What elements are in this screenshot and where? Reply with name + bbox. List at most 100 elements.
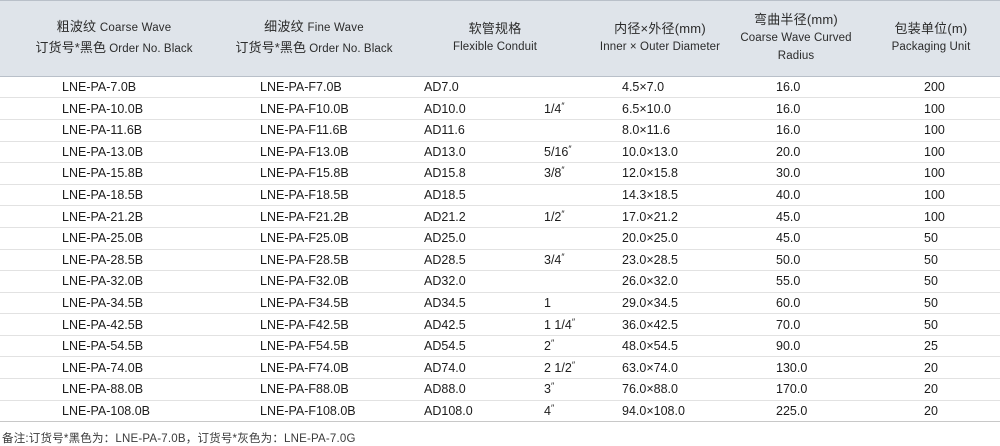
cell-curved-radius: 45.0	[730, 205, 862, 228]
cell-conduit-inch-size-value: 2 1/2″	[544, 359, 575, 375]
cell-curved-radius: 90.0	[730, 335, 862, 358]
cell-curved-radius-value: 90.0	[776, 339, 801, 354]
cell-conduit-inch-size-value: 4″	[544, 402, 554, 418]
cell-flexible-conduit: AD11.6	[400, 119, 470, 142]
cell-coarse-wave-order-no-value: LNE-PA-21.2B	[62, 209, 144, 224]
cell-conduit-inch-size-value	[470, 80, 590, 94]
cell-curved-radius-value: 16.0	[776, 101, 801, 116]
cell-curved-radius: 30.0	[730, 162, 862, 185]
header-coarse-line1: 粗波纹 Coarse Wave	[56, 19, 172, 35]
cell-inner-outer-diameter: 20.0×25.0	[590, 227, 730, 250]
cell-fine-wave-order-no: LNE-PA-F32.0B	[228, 270, 400, 293]
cell-packaging-unit: 50	[862, 249, 1000, 272]
cell-packaging-unit: 100	[862, 184, 1000, 207]
cell-conduit-inch-size-value	[470, 123, 590, 137]
cell-flexible-conduit-value: AD88.0	[424, 382, 466, 397]
cell-conduit-inch-size: 5/16″	[470, 141, 590, 164]
cell-conduit-inch-size: 1/4″	[470, 97, 590, 120]
cell-conduit-inch-size: 3/4″	[470, 249, 590, 272]
cell-flexible-conduit-value: AD54.5	[424, 339, 466, 354]
cell-curved-radius-value: 45.0	[776, 231, 801, 246]
cell-coarse-wave-order-no: LNE-PA-108.0B	[0, 400, 228, 423]
cell-curved-radius: 225.0	[730, 400, 862, 423]
cell-flexible-conduit-value: AD18.5	[424, 188, 466, 203]
cell-packaging-unit-value: 100	[924, 209, 945, 224]
cell-coarse-wave-order-no-value: LNE-PA-7.0B	[62, 80, 137, 95]
table-row: LNE-PA-21.2B LNE-PA-F21.2B AD21.2 1/2″ 17.0×…	[0, 205, 1000, 228]
cell-flexible-conduit-value: AD25.0	[424, 231, 466, 246]
cell-coarse-wave-order-no: LNE-PA-54.5B	[0, 335, 228, 358]
cell-coarse-wave-order-no: LNE-PA-10.0B	[0, 97, 228, 120]
table-row: LNE-PA-54.5B LNE-PA-F54.5B AD54.5 2″ 48.0×54…	[0, 335, 1000, 358]
cell-fine-wave-order-no: LNE-PA-F108.0B	[228, 400, 400, 423]
cell-packaging-unit: 100	[862, 119, 1000, 142]
cell-conduit-inch-size: 4″	[470, 400, 590, 423]
cell-inner-outer-diameter: 76.0×88.0	[590, 378, 730, 401]
cell-coarse-wave-order-no-value: LNE-PA-25.0B	[62, 231, 144, 246]
cell-curved-radius-value: 170.0	[776, 382, 808, 397]
cell-conduit-inch-size-value	[470, 274, 590, 288]
cell-inner-outer-diameter-value: 63.0×74.0	[622, 360, 678, 375]
cell-flexible-conduit: AD10.0	[400, 97, 470, 120]
cell-coarse-wave-order-no-value: LNE-PA-10.0B	[62, 101, 144, 116]
cell-packaging-unit-value: 200	[924, 80, 945, 95]
cell-inner-outer-diameter-value: 26.0×32.0	[622, 274, 678, 289]
cell-curved-radius: 45.0	[730, 227, 862, 250]
cell-coarse-wave-order-no-value: LNE-PA-74.0B	[62, 360, 144, 375]
header-diameter-cn: 内径×外径(mm)	[614, 20, 706, 36]
cell-curved-radius-value: 55.0	[776, 274, 801, 289]
cell-coarse-wave-order-no: LNE-PA-42.5B	[0, 313, 228, 336]
cell-packaging-unit: 100	[862, 141, 1000, 164]
table-body: LNE-PA-7.0B LNE-PA-F7.0B AD7.0 4.5×7.0 16.0…	[0, 76, 1000, 423]
header-diameter-en: Inner × Outer Diameter	[599, 41, 721, 54]
cell-fine-wave-order-no: LNE-PA-F28.5B	[228, 249, 400, 272]
cell-fine-wave-order-no: LNE-PA-F54.5B	[228, 335, 400, 358]
cell-coarse-wave-order-no: LNE-PA-25.0B	[0, 227, 228, 250]
cell-coarse-wave-order-no: LNE-PA-32.0B	[0, 270, 228, 293]
cell-packaging-unit: 50	[862, 292, 1000, 315]
cell-fine-wave-order-no-value: LNE-PA-F54.5B	[260, 339, 349, 354]
cell-conduit-inch-size: 3″	[470, 378, 590, 401]
cell-packaging-unit: 50	[862, 313, 1000, 336]
cell-packaging-unit: 200	[862, 76, 1000, 99]
cell-packaging-unit: 20	[862, 356, 1000, 380]
cell-fine-wave-order-no: LNE-PA-F13.0B	[228, 141, 400, 164]
cell-fine-wave-order-no-value: LNE-PA-F18.5B	[260, 188, 349, 203]
cell-curved-radius-value: 130.0	[776, 360, 808, 375]
cell-conduit-inch-size: 3/8″	[470, 162, 590, 185]
cell-inner-outer-diameter-value: 10.0×13.0	[622, 144, 678, 159]
cell-coarse-wave-order-no: LNE-PA-88.0B	[0, 378, 228, 401]
header-fine-line2: 订货号*黑色 Order No. Black	[235, 39, 393, 55]
cell-fine-wave-order-no: LNE-PA-F25.0B	[228, 227, 400, 250]
table-row: LNE-PA-15.8B LNE-PA-F15.8B AD15.8 3/8″ 12.0×…	[0, 162, 1000, 185]
cell-curved-radius: 60.0	[730, 292, 862, 315]
header-row: 粗波纹 Coarse Wave 订货号*黑色 Order No. Black 细…	[0, 0, 1000, 77]
cell-coarse-wave-order-no: LNE-PA-34.5B	[0, 292, 228, 315]
cell-inner-outer-diameter-value: 12.0×15.8	[622, 166, 678, 181]
cell-packaging-unit: 20	[862, 400, 1000, 423]
cell-curved-radius-value: 40.0	[776, 188, 801, 203]
cell-conduit-inch-size-value	[470, 188, 590, 202]
specification-table: 粗波纹 Coarse Wave 订货号*黑色 Order No. Black 细…	[0, 0, 1000, 423]
cell-curved-radius: 16.0	[730, 119, 862, 142]
cell-flexible-conduit: AD7.0	[400, 76, 470, 99]
header-radius-en: Coarse Wave Curved Radius	[740, 32, 852, 62]
cell-packaging-unit-value: 100	[924, 101, 945, 116]
cell-fine-wave-order-no-value: LNE-PA-F10.0B	[260, 101, 349, 116]
cell-conduit-inch-size	[470, 76, 590, 99]
cell-flexible-conduit: AD42.5	[400, 313, 470, 336]
cell-coarse-wave-order-no-value: LNE-PA-11.6B	[62, 123, 143, 138]
cell-curved-radius-value: 30.0	[776, 166, 801, 181]
table-row: LNE-PA-42.5B LNE-PA-F42.5B AD42.5 1 1/4″ 36.…	[0, 313, 1000, 336]
cell-flexible-conduit-value: AD32.0	[424, 274, 466, 289]
cell-fine-wave-order-no: LNE-PA-F18.5B	[228, 184, 400, 207]
cell-coarse-wave-order-no-value: LNE-PA-34.5B	[62, 296, 144, 310]
cell-flexible-conduit: AD21.2	[400, 205, 470, 228]
column-header-coarse-wave: 粗波纹 Coarse Wave 订货号*黑色 Order No. Black	[0, 0, 228, 77]
cell-flexible-conduit: AD13.0	[400, 141, 470, 164]
cell-inner-outer-diameter: 23.0×28.5	[590, 249, 730, 272]
cell-inner-outer-diameter: 17.0×21.2	[590, 205, 730, 228]
cell-curved-radius-value: 50.0	[776, 252, 801, 267]
cell-inner-outer-diameter: 48.0×54.5	[590, 335, 730, 358]
cell-packaging-unit-value: 20	[924, 360, 938, 375]
